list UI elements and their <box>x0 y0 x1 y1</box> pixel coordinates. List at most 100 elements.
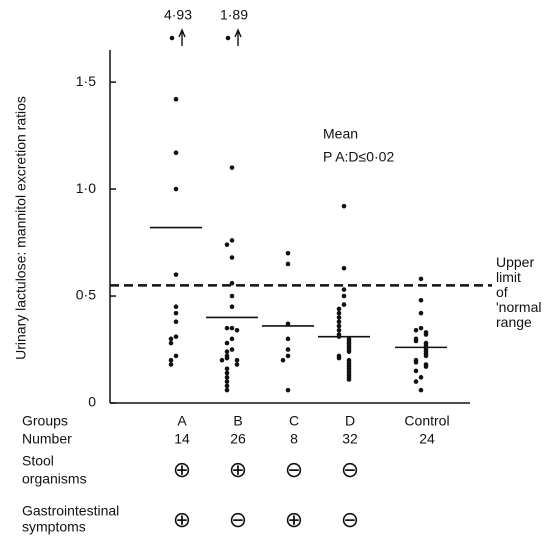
count-label: 26 <box>230 431 246 447</box>
data-point <box>346 349 352 354</box>
data-point <box>336 306 342 312</box>
row-label: Stool <box>22 453 54 469</box>
data-point <box>173 310 179 316</box>
data-point <box>229 255 235 260</box>
data-point <box>234 327 240 333</box>
data-point <box>285 250 291 256</box>
count-label: 32 <box>342 431 358 447</box>
data-point <box>423 332 429 337</box>
data-point <box>224 340 230 346</box>
symptom-symbol: ⊖ <box>341 507 359 532</box>
data-point <box>168 357 174 363</box>
data-point <box>336 310 342 316</box>
data-point <box>224 325 230 331</box>
data-point <box>229 336 235 342</box>
data-point <box>224 242 230 247</box>
data-point <box>229 325 235 331</box>
data-point <box>285 336 291 342</box>
data-point <box>341 302 347 307</box>
data-point <box>229 304 235 310</box>
row-label: Groups <box>22 413 68 429</box>
data-point <box>336 319 342 325</box>
data-point <box>224 349 230 354</box>
y-axis-title: Urinary lactulose: mannitol excretion ra… <box>13 96 29 360</box>
data-point <box>418 276 424 282</box>
data-point <box>418 310 424 316</box>
y-tick-label: 1·0 <box>76 180 96 196</box>
data-point <box>168 336 174 342</box>
data-point <box>219 357 225 363</box>
data-point <box>413 368 419 374</box>
data-point <box>418 298 424 303</box>
data-point <box>418 387 424 393</box>
data-point <box>168 362 174 367</box>
row-label: symptoms <box>22 519 86 535</box>
data-point <box>285 347 291 352</box>
x-tick-label: D <box>345 413 355 429</box>
data-point <box>341 293 347 299</box>
data-point <box>336 323 342 329</box>
data-point <box>285 353 291 359</box>
symptom-symbol: ⊕ <box>285 507 303 532</box>
data-point <box>423 353 429 359</box>
data-point <box>418 375 424 380</box>
data-point <box>168 340 174 346</box>
reference-label: 'normal <box>496 299 541 315</box>
data-point <box>173 150 179 155</box>
data-point <box>229 238 235 243</box>
y-tick-label: 1·5 <box>76 73 96 89</box>
offscale-label: 4·93 <box>164 7 192 23</box>
reference-label: of <box>496 284 508 300</box>
data-point <box>413 327 419 333</box>
data-point <box>224 379 230 384</box>
data-point <box>336 315 342 320</box>
data-point <box>418 325 424 331</box>
data-point <box>285 261 291 267</box>
row-label: Number <box>22 431 72 447</box>
data-point <box>336 327 342 333</box>
x-tick-label: Control <box>404 413 449 429</box>
stool-symbol: ⊖ <box>341 457 359 482</box>
data-point <box>341 203 347 209</box>
data-point <box>285 321 291 327</box>
data-point <box>173 353 179 359</box>
data-point <box>336 355 342 361</box>
data-point <box>423 364 429 369</box>
row-label: Gastrointestinal <box>22 503 119 519</box>
count-label: 24 <box>419 431 435 447</box>
offscale-label: 1·89 <box>220 7 248 23</box>
data-point <box>173 96 179 102</box>
x-tick-label: B <box>233 413 242 429</box>
symptom-symbol: ⊕ <box>173 507 191 532</box>
data-point <box>229 280 235 286</box>
data-point <box>224 355 230 361</box>
annotation: P A:D≤0·02 <box>323 149 394 165</box>
data-point <box>234 362 240 367</box>
data-point <box>224 375 230 380</box>
x-tick-label: A <box>177 413 187 429</box>
symptom-symbol: ⊖ <box>229 507 247 532</box>
data-point <box>173 319 179 325</box>
x-tick-label: C <box>289 413 299 429</box>
annotation: Mean <box>323 126 358 142</box>
data-point <box>285 387 291 393</box>
data-point <box>341 287 347 292</box>
data-point <box>224 370 230 376</box>
data-point <box>229 347 235 352</box>
data-point <box>173 272 179 277</box>
data-point <box>173 186 179 192</box>
data-point <box>173 334 179 339</box>
offscale-point <box>169 35 175 41</box>
data-point <box>224 383 230 389</box>
offscale-point <box>225 35 231 41</box>
data-point <box>413 379 419 384</box>
data-point <box>346 377 352 382</box>
row-label: organisms <box>22 471 87 487</box>
data-point <box>413 360 419 365</box>
offscale-arrowhead <box>234 28 242 38</box>
count-label: 8 <box>290 431 298 447</box>
stool-symbol: ⊕ <box>173 457 191 482</box>
offscale-arrowhead <box>178 28 186 38</box>
data-point <box>224 387 230 393</box>
